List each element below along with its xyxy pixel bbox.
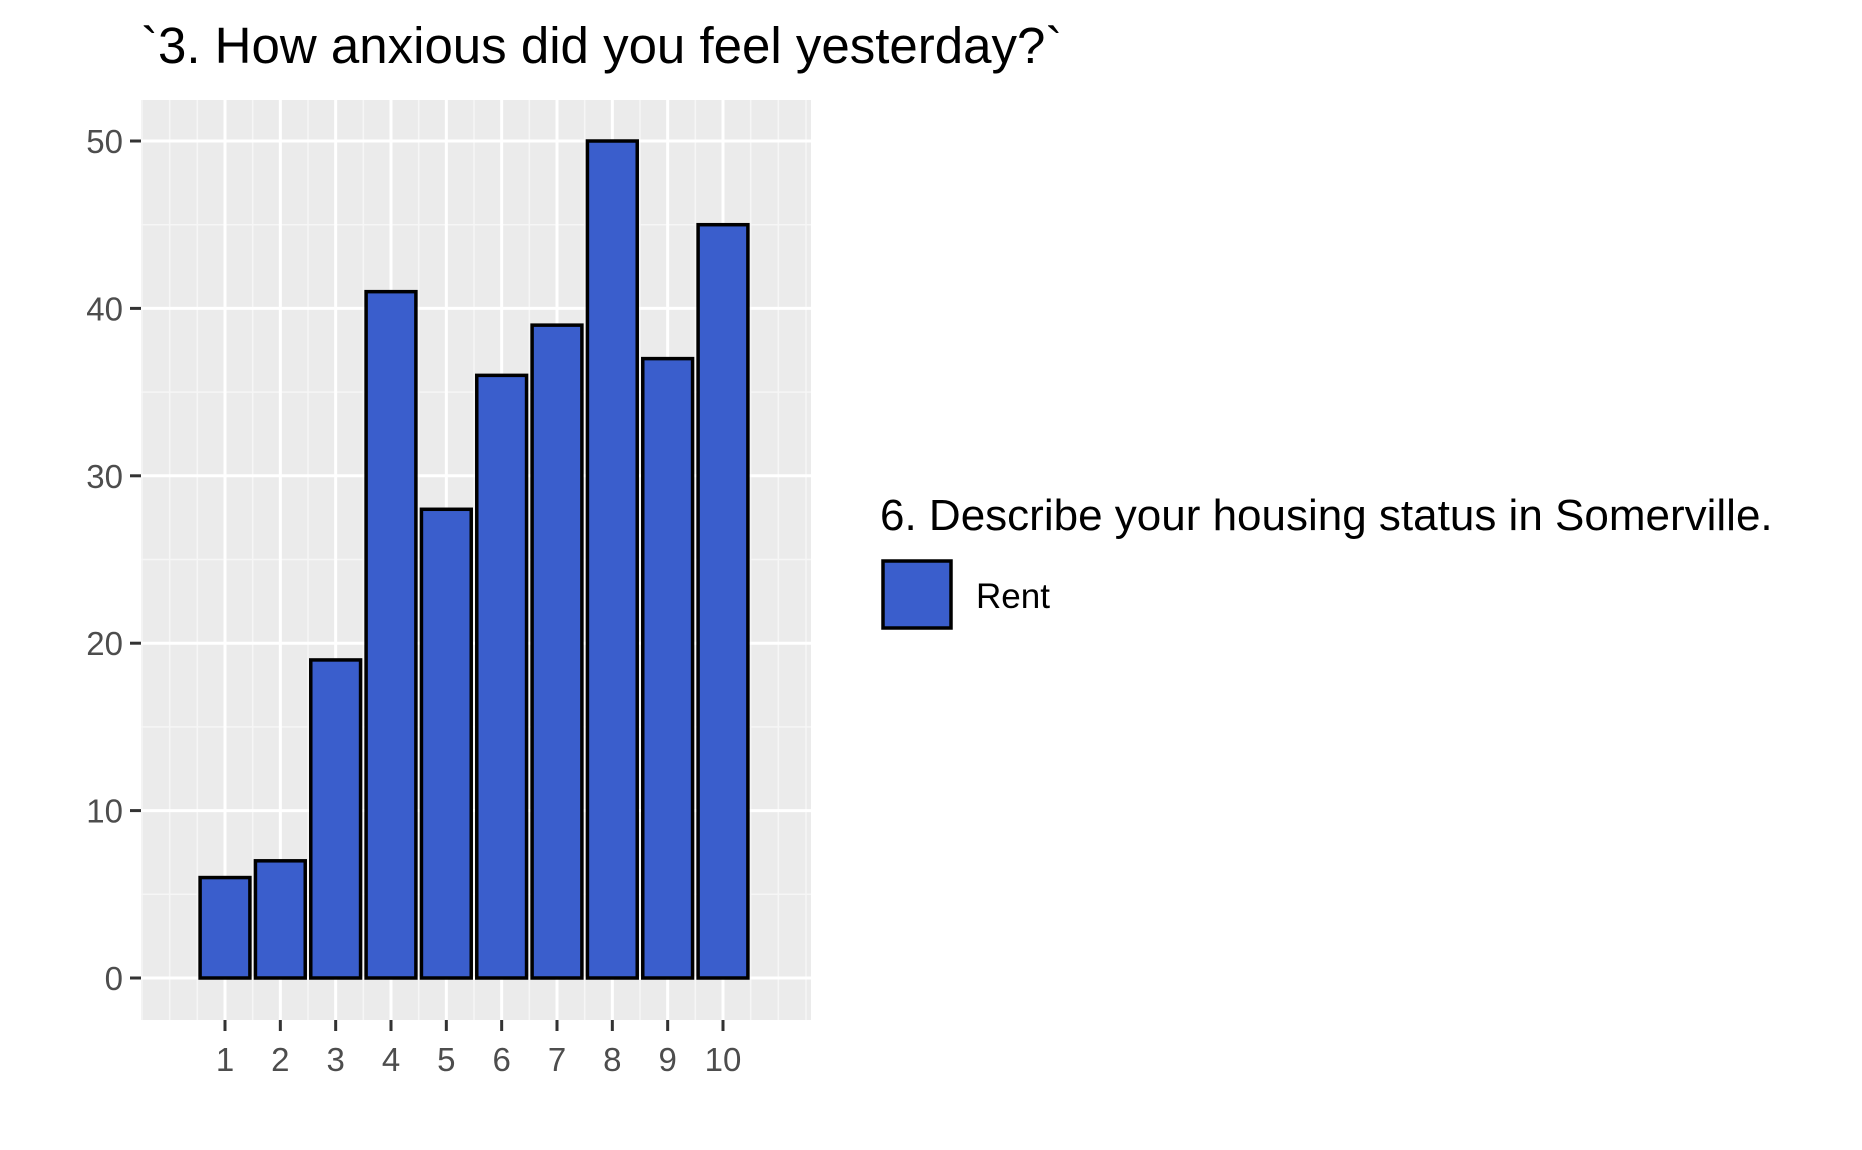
- chart-title: `3. How anxious did you feel yesterday?`: [141, 17, 1062, 74]
- bar-4: [364, 289, 418, 980]
- minor-gridlines: [141, 100, 811, 1020]
- bar-5: [419, 507, 473, 980]
- y-axis: 0 10 20 30 40 50: [86, 123, 141, 997]
- bars: [198, 139, 750, 980]
- bar-1: [198, 875, 252, 980]
- bar-8: [585, 139, 639, 980]
- y-tick-label-0: 0: [105, 960, 123, 997]
- x-tick-label-2: 2: [271, 1041, 289, 1078]
- x-axis: 1 2 3 4 5 6 7 8 9 10: [216, 1020, 742, 1078]
- x-tick-label-9: 9: [658, 1041, 676, 1078]
- bar-3: [309, 658, 363, 980]
- bar-10: [696, 222, 750, 980]
- y-tick-label-50: 50: [86, 123, 123, 160]
- x-tick-label-10: 10: [705, 1041, 742, 1078]
- bar-9: [641, 356, 695, 980]
- legend: 6. Describe your housing status in Somer…: [880, 491, 1773, 630]
- x-tick-label-5: 5: [437, 1041, 455, 1078]
- y-tick-label-10: 10: [86, 793, 123, 830]
- y-tick-label-40: 40: [86, 290, 123, 327]
- x-tick-label-4: 4: [382, 1041, 400, 1078]
- legend-title: 6. Describe your housing status in Somer…: [880, 491, 1773, 540]
- x-tick-label-8: 8: [603, 1041, 621, 1078]
- y-tick-label-30: 30: [86, 458, 123, 495]
- bar-6: [475, 373, 529, 980]
- bar-2: [253, 859, 307, 980]
- y-tick-label-20: 20: [86, 625, 123, 662]
- x-tick-label-6: 6: [492, 1041, 510, 1078]
- legend-key-rent: [881, 559, 953, 630]
- x-tick-label-3: 3: [326, 1041, 344, 1078]
- bar-7: [530, 323, 584, 980]
- x-tick-label-7: 7: [548, 1041, 566, 1078]
- x-tick-label-1: 1: [216, 1041, 234, 1078]
- legend-label-rent: Rent: [976, 577, 1050, 616]
